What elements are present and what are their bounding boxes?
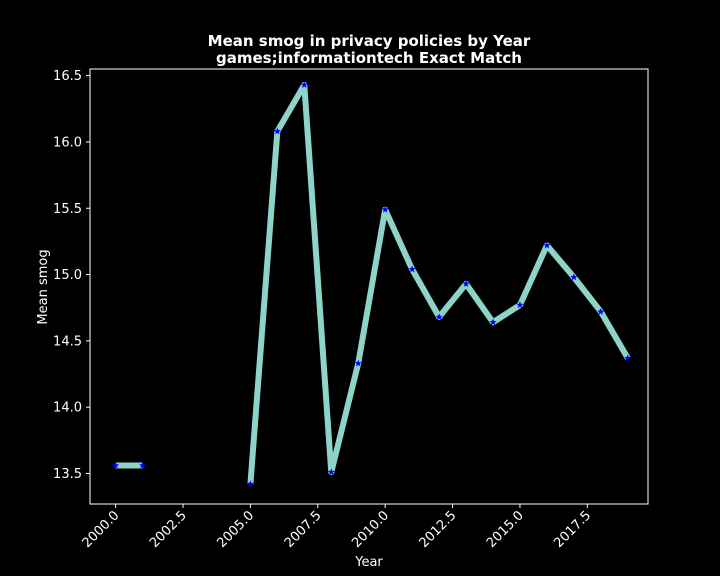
- data-point-marker: [408, 265, 416, 273]
- data-point-marker: [462, 280, 470, 287]
- y-axis-label: Mean smog: [36, 249, 51, 324]
- y-tick-label: 15.0: [53, 268, 82, 283]
- data-point-marker: [273, 127, 281, 135]
- data-point-marker: [570, 273, 578, 281]
- data-point-marker: [138, 461, 147, 469]
- y-tick-label: 13.5: [53, 467, 82, 482]
- data-point-marker: [381, 205, 389, 213]
- x-axis-label: Year: [354, 555, 383, 570]
- y-tick-label: 15.5: [53, 202, 82, 217]
- data-point-marker: [435, 313, 443, 321]
- data-point-marker: [111, 461, 120, 469]
- data-point-marker: [597, 307, 605, 315]
- data-point-marker: [300, 81, 308, 88]
- chart-subtitle: games;informationtech Exact Match: [216, 49, 522, 67]
- y-tick-label: 16.0: [53, 135, 82, 150]
- plot-frame: [89, 68, 649, 505]
- data-point-marker: [489, 318, 497, 326]
- chart-title: Mean smog in privacy policies by Year: [208, 32, 531, 50]
- y-tick-label: 16.5: [53, 69, 82, 84]
- y-tick-label: 14.0: [53, 401, 82, 416]
- data-point-marker: [624, 354, 632, 362]
- data-point-marker: [246, 480, 255, 488]
- data-point-marker: [516, 301, 524, 309]
- y-tick-label: 14.5: [53, 334, 82, 349]
- data-point-marker: [354, 359, 362, 367]
- data-point-marker: [543, 241, 551, 249]
- data-point-marker: [327, 468, 335, 476]
